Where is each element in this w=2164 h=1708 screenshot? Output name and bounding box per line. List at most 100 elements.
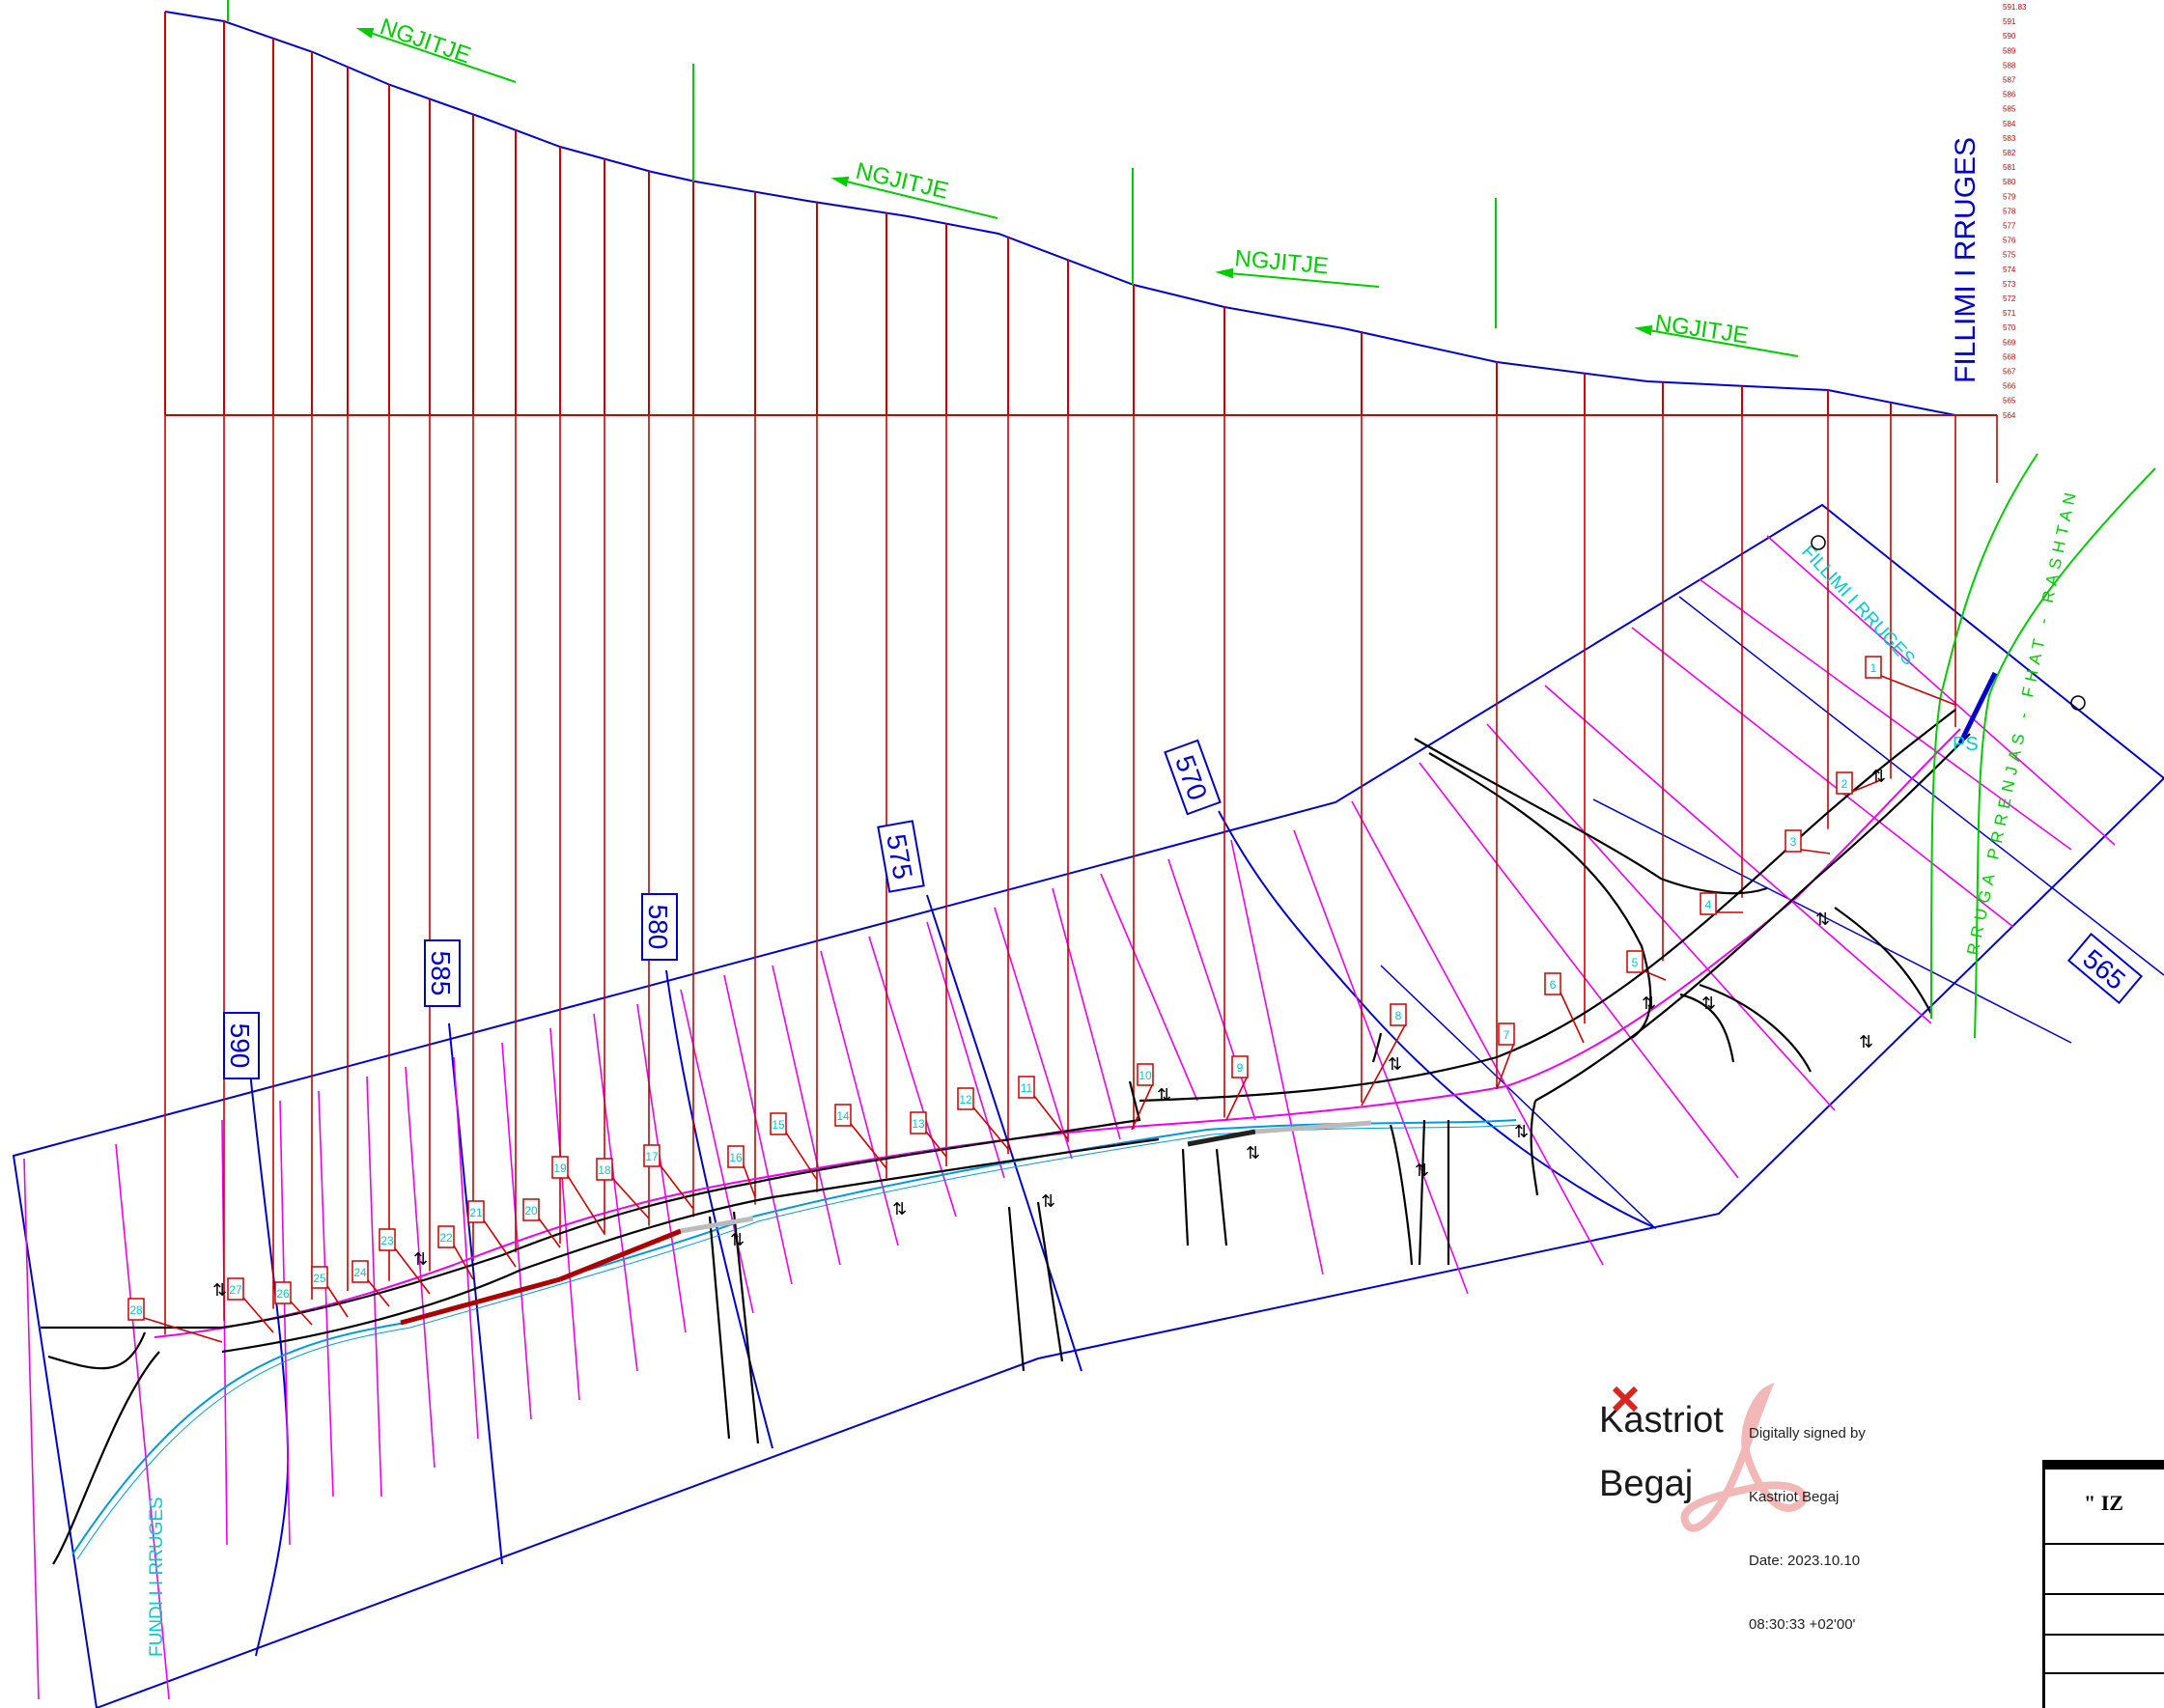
svg-text:580: 580	[643, 905, 673, 950]
svg-text:⇅: ⇅	[1246, 1143, 1260, 1162]
svg-text:⇅: ⇅	[1041, 1191, 1055, 1211]
svg-text:570: 570	[1169, 751, 1213, 804]
elevation-tick-7: 585	[2003, 105, 2016, 114]
cross-section-17	[926, 921, 1005, 1179]
cross-section-1	[115, 1143, 170, 1700]
profile-verticals	[164, 12, 1892, 415]
pavement-segment-1	[400, 1276, 561, 1326]
profile-tag-label-13: 13	[912, 1117, 925, 1131]
signature-stamp-icon	[1680, 1382, 1808, 1532]
tag-leader-9	[1225, 1075, 1249, 1121]
ps-label: PS	[1953, 734, 1979, 755]
cross-section-21	[1167, 858, 1256, 1121]
cross-section-6	[405, 1066, 436, 1469]
cross-section-10	[593, 1013, 638, 1372]
tag-leader-28	[143, 1317, 223, 1343]
close-x-icon	[1612, 1386, 1639, 1413]
tag-leader-17	[659, 1163, 694, 1210]
profile-tag-23	[379, 1228, 396, 1251]
plan-boundary	[12, 503, 2164, 1708]
tag-leader-8	[1361, 1022, 1407, 1106]
profile-tag-5	[1626, 950, 1644, 973]
cross-section-lines	[23, 535, 2116, 1700]
cross-section-5	[366, 1076, 382, 1498]
ngjitje-label-1: NGJITJE	[377, 14, 474, 69]
terrain-profile-line	[164, 11, 1956, 416]
cross-section-7	[453, 1056, 479, 1440]
signer-last-name: Begaj	[1599, 1464, 1694, 1504]
profile-tag-4	[1700, 892, 1717, 915]
svg-text:⇅: ⇅	[413, 1249, 428, 1269]
profile-tag-label-7: 7	[1504, 1028, 1510, 1042]
elevation-tick-22: 570	[2003, 323, 2016, 332]
contour-label-580: 580	[641, 893, 678, 961]
profile-tag-10	[1137, 1063, 1154, 1086]
cross-section-24	[1351, 800, 1604, 1266]
profile-tag-label-22: 22	[439, 1231, 453, 1245]
profile-tag-label-3: 3	[1790, 835, 1797, 849]
profile-tag-14	[834, 1104, 852, 1127]
cross-section-30	[1766, 535, 2116, 846]
projection-lines	[164, 415, 1998, 1335]
profile-tag-18	[596, 1158, 613, 1181]
svg-text:⇅: ⇅	[1815, 910, 1830, 929]
fillimi-plan-label: FILLIMI I RRUGES	[1797, 542, 1919, 669]
profile-tag-26	[274, 1281, 292, 1304]
profile-tag-22	[437, 1225, 455, 1248]
profile-tag-9	[1231, 1055, 1249, 1078]
profile-tag-label-14: 14	[836, 1109, 850, 1123]
cross-section-20	[1100, 873, 1198, 1102]
profile-tag-label-18: 18	[598, 1163, 611, 1177]
elevation-tick-11: 581	[2003, 163, 2016, 172]
elevation-tick-12: 580	[2003, 178, 2016, 186]
pavement-segment-4	[1187, 1129, 1256, 1147]
road-edges	[41, 709, 1971, 1565]
profile-tag-27	[227, 1277, 244, 1301]
svg-text:⇅: ⇅	[1642, 994, 1656, 1013]
elevation-tick-24: 568	[2003, 352, 2016, 361]
cross-section-16	[868, 936, 957, 1218]
profile-tag-20	[522, 1198, 540, 1221]
tag-leader-19	[567, 1175, 605, 1235]
elevation-tick-6: 586	[2003, 91, 2016, 99]
ps-marker	[1957, 671, 1998, 745]
svg-text:⇅: ⇅	[1859, 1032, 1873, 1051]
profile-tag-label-15: 15	[772, 1118, 785, 1132]
svg-text:⇅: ⇅	[730, 1230, 745, 1249]
tag-leader-22	[453, 1245, 474, 1280]
cross-section-0	[23, 1158, 40, 1700]
contour-label-585: 585	[424, 939, 461, 1007]
profile-tag-label-11: 11	[1021, 1081, 1033, 1095]
cross-section-14	[772, 965, 841, 1266]
cross-section-23	[1293, 829, 1469, 1295]
svg-text:⇅: ⇅	[892, 1199, 907, 1218]
tag-leader-5	[1642, 969, 1667, 981]
elevation-tick-16: 576	[2003, 237, 2016, 245]
elevation-tick-2: 590	[2003, 32, 2016, 41]
tag-leader-12	[972, 1106, 1009, 1150]
cross-section-22	[1230, 839, 1324, 1275]
tag-leader-3	[1800, 849, 1831, 854]
elevation-tick-18: 574	[2003, 266, 2016, 274]
tag-leader-13	[925, 1131, 947, 1158]
cross-section-25	[1419, 762, 1739, 1179]
cross-section-11	[636, 1003, 687, 1333]
elevation-tick-28: 564	[2003, 411, 2016, 420]
elevation-tick-27: 565	[2003, 397, 2016, 406]
elevation-tick-0: 591.83	[2003, 3, 2027, 12]
benchmark-circle-1	[1811, 535, 1826, 550]
profile-tag-label-8: 8	[1395, 1009, 1402, 1022]
cross-section-28	[1631, 627, 2014, 928]
cross-section-4	[318, 1090, 334, 1498]
profile-tag-label-5: 5	[1632, 956, 1639, 969]
profile-tag-3	[1785, 829, 1802, 853]
tag-leader-11	[1033, 1095, 1069, 1140]
digital-signature: Kastriot Begaj Digitally signed by Kastr…	[1593, 1381, 1922, 1633]
cross-section-2	[221, 1119, 228, 1546]
elevation-tick-20: 572	[2003, 294, 2016, 303]
cross-section-19	[1052, 887, 1121, 1140]
svg-text:⇅: ⇅	[212, 1280, 227, 1300]
elevation-tick-23: 569	[2003, 338, 2016, 347]
contour-label-565: 565	[2066, 932, 2144, 1005]
contour-label-590: 590	[223, 1012, 260, 1079]
